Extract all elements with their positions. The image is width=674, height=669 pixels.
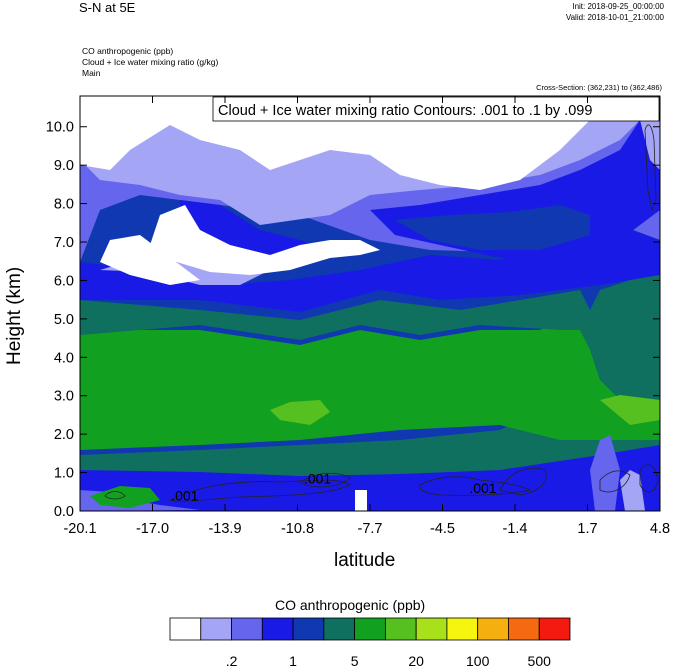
colorbar-label: 1 xyxy=(289,653,297,669)
chart-title: Cloud + Ice water mixing ratio Contours:… xyxy=(218,103,592,119)
x-tick-label: -20.1 xyxy=(63,521,96,537)
colorbar-swatch xyxy=(231,617,263,641)
colorbar-swatch xyxy=(477,617,509,641)
x-tick-label: -17.0 xyxy=(136,521,169,537)
contour-label: .001 xyxy=(304,470,331,486)
contour-info-box xyxy=(212,96,660,122)
colorbar-swatch xyxy=(446,617,479,641)
y-tick-label: 0.0 xyxy=(54,504,74,520)
x-tick-label: -7.7 xyxy=(358,521,383,537)
x-tick-label: -13.9 xyxy=(208,521,241,537)
y-tick-label: 8.0 xyxy=(54,197,74,213)
valid-time: Valid: 2018-10-01_21:00:00 xyxy=(565,13,664,22)
y-tick-label: 1.0 xyxy=(54,466,74,482)
y-tick-label: 5.0 xyxy=(54,312,74,328)
colorbar-label: 20 xyxy=(408,653,424,669)
init-time: Init: 2018-09-25_00:00:00 xyxy=(572,2,664,11)
colorbar-swatch xyxy=(354,617,386,641)
colorbar-label: 500 xyxy=(527,653,551,669)
field-main-label: Main xyxy=(82,68,101,78)
y-tick-label: 7.0 xyxy=(54,235,74,251)
y-tick-label: 9.0 xyxy=(54,158,74,174)
y-tick-label: 3.0 xyxy=(54,389,74,405)
colorbar-swatch xyxy=(261,617,294,641)
cloud-contours xyxy=(104,124,659,502)
colorbar-swatch xyxy=(200,617,232,641)
colorbar-label: 5 xyxy=(350,653,359,669)
colorbar-label: .2 xyxy=(225,653,238,669)
colorbar-swatch xyxy=(169,617,202,641)
x-axis-label: latitude xyxy=(334,550,396,571)
colorbar xyxy=(169,617,571,641)
x-tick-label: 4.8 xyxy=(650,521,670,537)
colorbar-swatch xyxy=(292,617,325,641)
x-tick-label: 1.7 xyxy=(577,521,597,537)
colorbar-swatch xyxy=(415,617,448,641)
y-tick-label: 2.0 xyxy=(54,427,74,443)
contour-label: .001 xyxy=(469,480,496,496)
colorbar-label: 100 xyxy=(466,653,490,669)
contour-labels: .001 .001 .001 xyxy=(171,470,497,504)
colorbar-swatch xyxy=(384,617,417,641)
cross-section-label: Cross-Section: (362,231) to (362,486) xyxy=(536,83,662,92)
colorbar-swatch xyxy=(508,617,540,641)
contour-label: .001 xyxy=(171,488,198,504)
colorbar-swatch xyxy=(538,617,571,641)
y-tick-label: 4.0 xyxy=(54,350,74,366)
y-axis: 0.0 1.0 2.0 3.0 4.0 5.0 6.0 7.0 8.0 9.0 10.0 xyxy=(46,120,660,520)
colorbar-title: CO anthropogenic (ppb) xyxy=(275,597,426,613)
y-axis-label: Height (km) xyxy=(4,266,25,365)
colorbar-swatch xyxy=(323,617,356,641)
x-tick-label: -4.5 xyxy=(430,521,455,537)
x-tick-label: -1.4 xyxy=(503,521,528,537)
field-co-label: CO anthropogenic (ppb) xyxy=(82,46,174,56)
x-axis: -20.1 -17.0 -13.9 -10.8 -7.7 -4.5 -1.4 1.7 4.8 xyxy=(63,96,670,537)
field-cloud-label: Cloud + Ice water mixing ratio (g/kg) xyxy=(82,57,219,67)
co-field-shading xyxy=(80,96,660,511)
y-tick-label: 6.0 xyxy=(54,273,74,289)
y-tick-label: 10.0 xyxy=(46,120,74,136)
x-tick-label: -10.8 xyxy=(281,521,314,537)
plot-title: S-N at 5E xyxy=(79,0,136,15)
